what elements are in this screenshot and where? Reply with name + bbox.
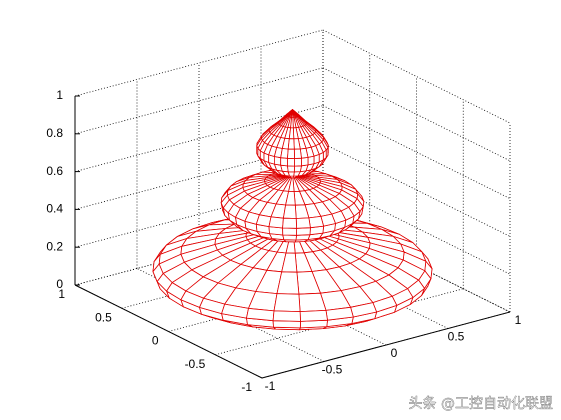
x-tick-label: -1 [265,379,276,393]
mesh-face [287,148,295,159]
mesh-face [280,157,288,167]
mesh [152,109,433,331]
mesh-face [301,156,309,167]
grid-line [74,105,324,172]
x-tick-label: 0.5 [448,330,465,344]
z-tick-label: 0.2 [46,239,63,253]
mesh-face [287,165,295,173]
mesh-face [272,310,301,322]
grid-line [74,67,324,135]
grid-line [322,218,511,313]
x-tick-label: -0.5 [322,363,343,377]
mesh-face [287,157,295,167]
mesh-face [287,138,295,150]
x-tick-label: 1 [515,313,522,327]
mesh-face [293,165,302,173]
mesh-face [280,148,289,159]
mesh-face [287,171,295,177]
mesh-face [308,215,325,229]
grid-line [322,67,511,162]
axis-line [261,311,511,379]
z-tick-label: 0.4 [46,202,63,216]
grid-line [74,29,324,97]
x-tick-label: 0 [391,346,398,360]
z-tick-label: 0 [56,277,63,291]
mesh-face [282,234,297,241]
y-tick-label: 0.5 [95,310,112,324]
grid-line [215,288,464,356]
grid-line [322,143,511,237]
y-tick-label: -0.5 [185,357,206,371]
y-tick-label: 1 [58,287,65,301]
mesh-face [299,309,328,322]
grid-line [322,105,511,199]
axes: 0 0.2 0.4 0.6 0.8 1 -1 -0.5 0 0.5 1 -1 -0.5 0 0.5 1 [46,29,522,394]
y-tick-label: 0 [152,334,159,348]
z-tick-label: 0.8 [46,126,63,140]
grid-line [322,180,511,275]
mesh-face [246,307,275,322]
mesh-face [294,157,302,167]
z-tick-label: 0.6 [46,164,63,178]
z-tick-label: 1 [56,88,63,102]
mesh-face [295,217,311,229]
mesh-face [272,320,301,329]
mesh-face [255,214,272,228]
mesh-face [282,227,298,236]
mesh-face [282,217,298,229]
mesh-face [268,216,284,229]
axis-line [74,284,263,379]
mesh-face [296,227,311,236]
grid-line [322,29,511,124]
y-tick-label: -1 [241,380,252,394]
mesh-face [293,148,302,159]
mesh-face [282,204,297,219]
mesh-face [273,293,301,313]
watermark: 头条 @工控自动化联盟 [409,395,553,412]
